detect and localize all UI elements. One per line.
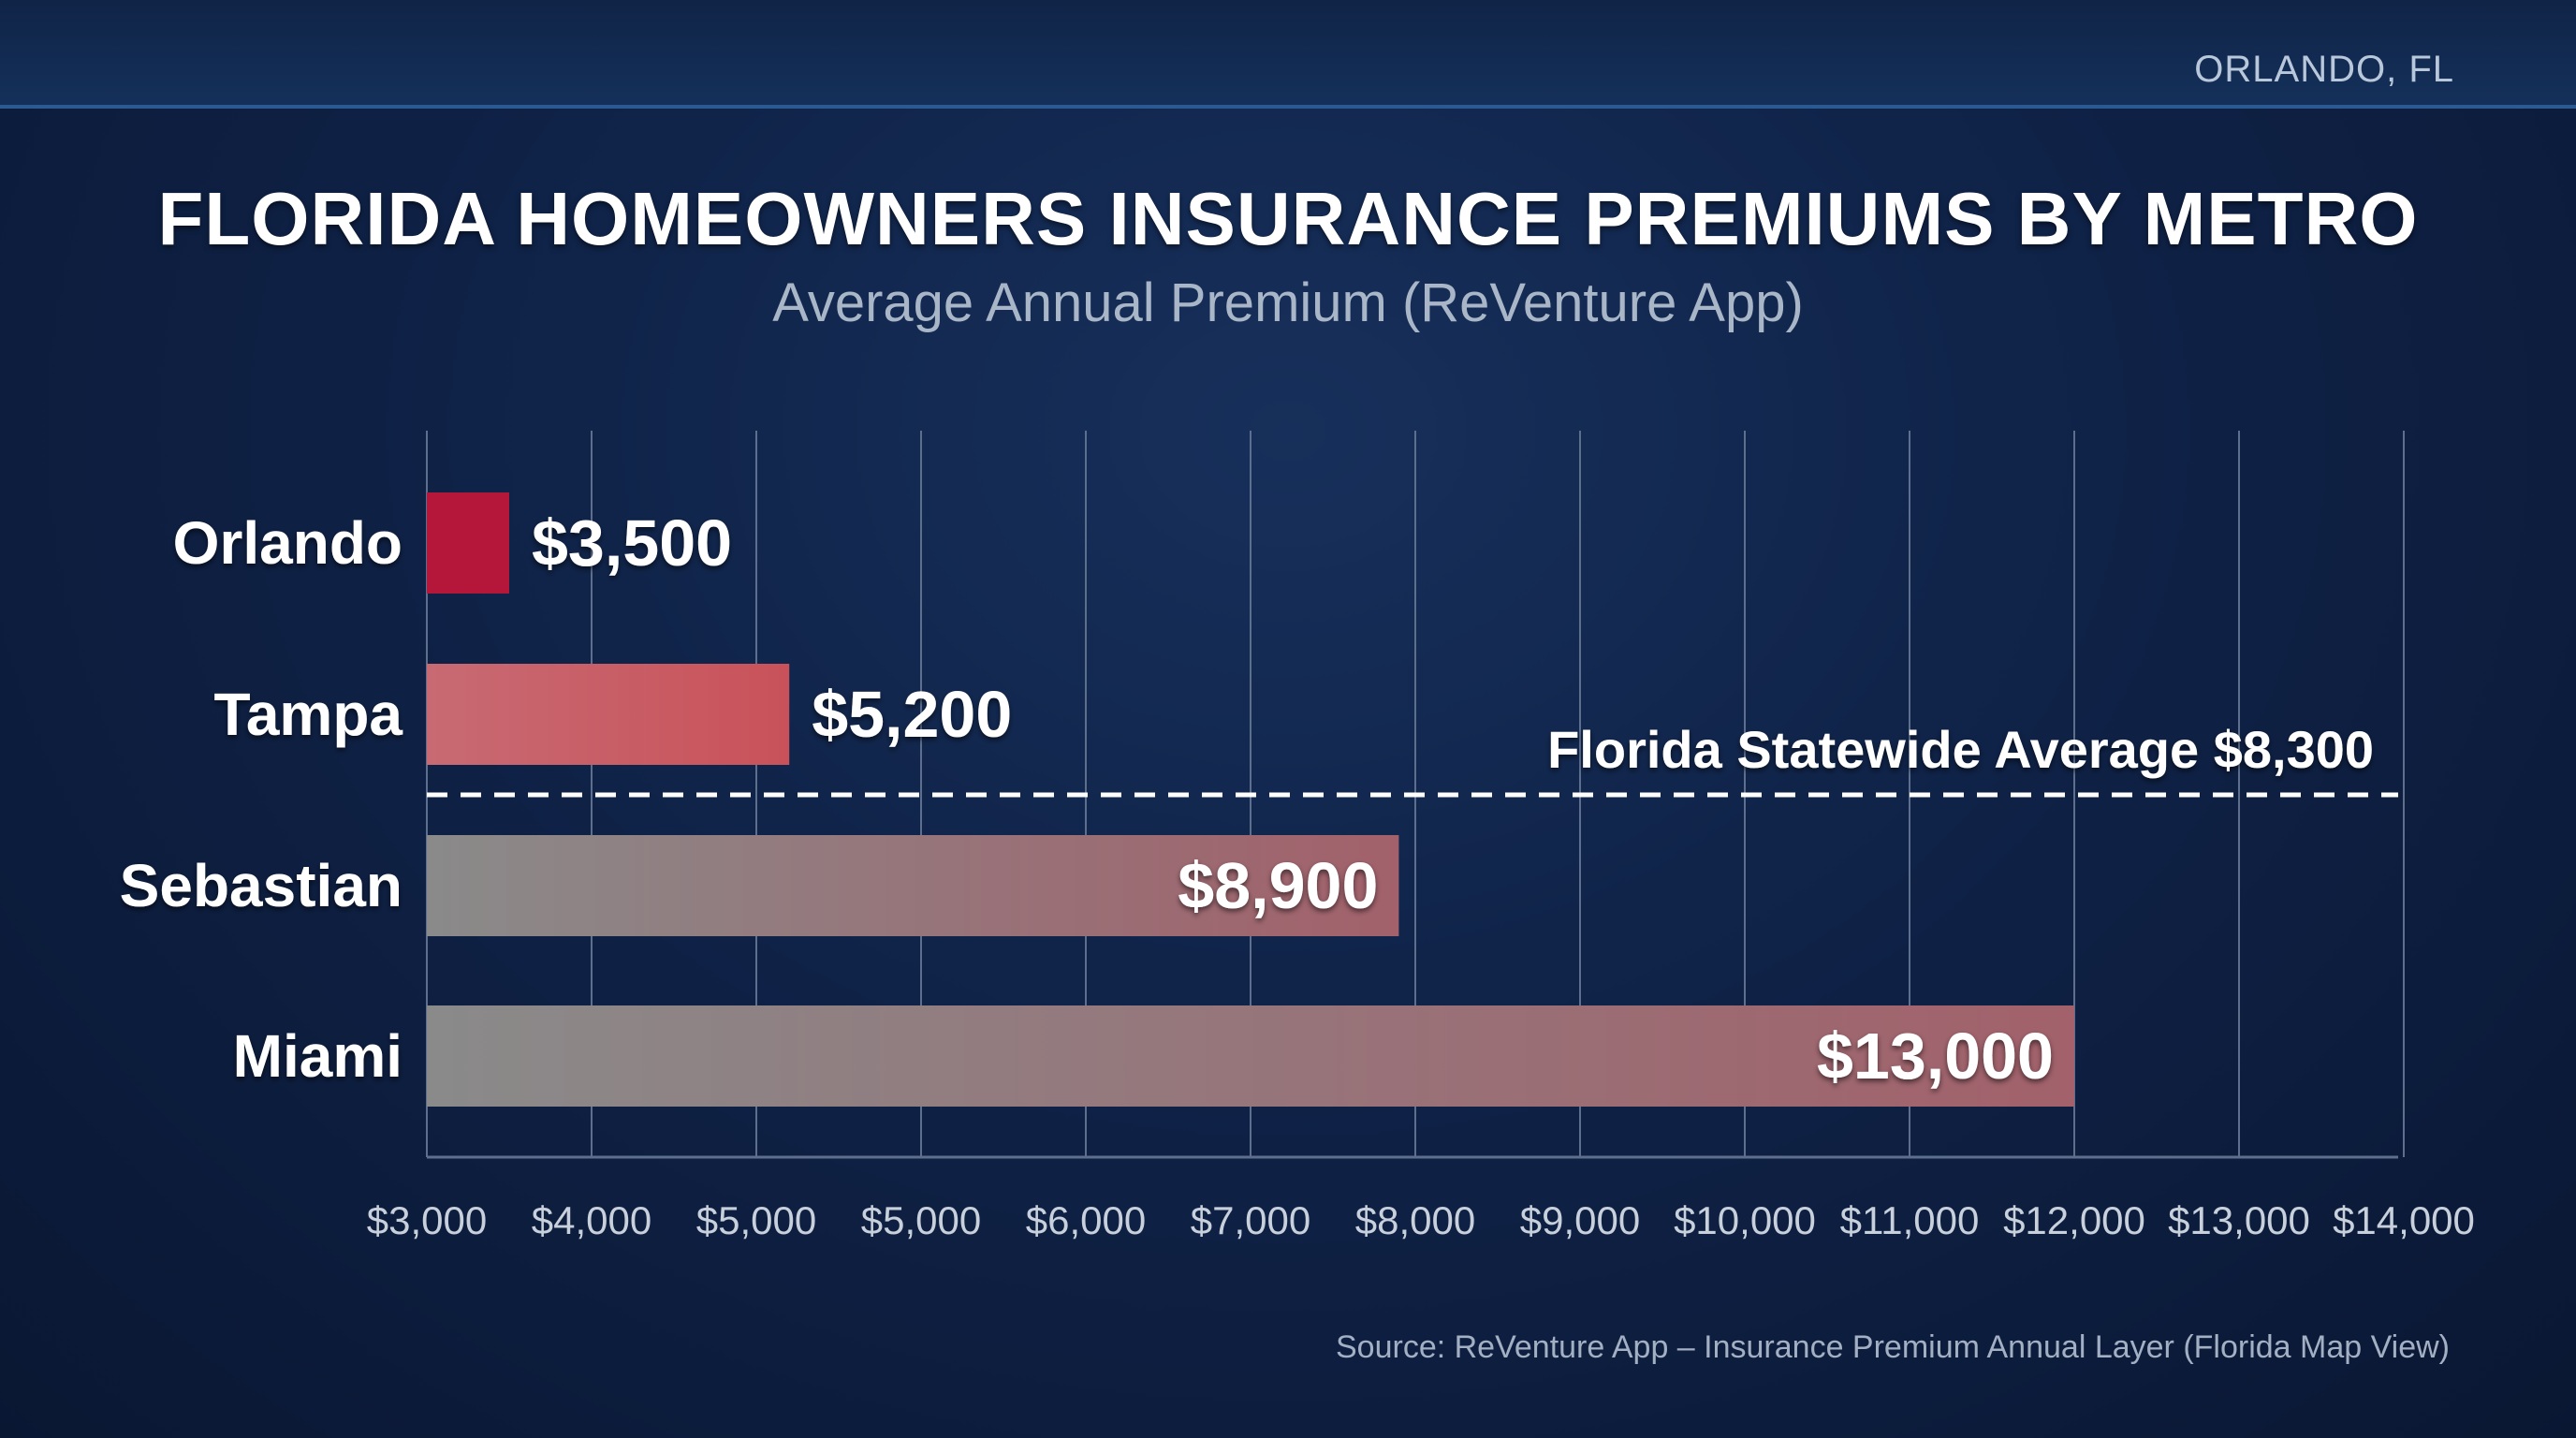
x-tick-label: $9,000 bbox=[1520, 1198, 1640, 1242]
bar-tampa bbox=[427, 664, 790, 765]
bar-miami bbox=[427, 1005, 2074, 1107]
chart-title: FLORIDA HOMEOWNERS INSURANCE PREMIUMS BY… bbox=[157, 177, 2419, 260]
x-tick-label: $3,000 bbox=[367, 1198, 487, 1242]
x-tick-label: $11,000 bbox=[1840, 1198, 1980, 1242]
x-tick-label: $6,000 bbox=[1026, 1198, 1146, 1242]
bar-orlando bbox=[427, 492, 509, 594]
value-label-orlando: $3,500 bbox=[532, 506, 732, 580]
bar-sebastian bbox=[427, 835, 1399, 936]
x-tick-label: $10,000 bbox=[1674, 1198, 1816, 1242]
x-tick-label: $5,000 bbox=[861, 1198, 981, 1242]
x-tick-label: $5,000 bbox=[696, 1198, 816, 1242]
category-label-tampa: Tampa bbox=[213, 681, 402, 748]
value-label-sebastian: $8,900 bbox=[1178, 849, 1378, 922]
x-tick-label: $13,000 bbox=[2168, 1198, 2310, 1242]
statewide-average-label: Florida Statewide Average $8,300 bbox=[1547, 720, 2374, 779]
bar-layer bbox=[427, 492, 2074, 1107]
x-tick-label: $7,000 bbox=[1191, 1198, 1310, 1242]
top-band bbox=[0, 0, 2576, 109]
source-note: Source: ReVenture App – Insurance Premiu… bbox=[1336, 1329, 2450, 1365]
category-label-miami: Miami bbox=[233, 1022, 402, 1090]
x-tick-label: $12,000 bbox=[2003, 1198, 2145, 1242]
x-tick-label: $4,000 bbox=[532, 1198, 651, 1242]
chart-subtitle: Average Annual Premium (ReVenture App) bbox=[772, 272, 1804, 333]
value-label-tampa: $5,200 bbox=[812, 678, 1012, 751]
category-label-sebastian: Sebastian bbox=[120, 852, 402, 919]
label-layer: $3,000 $4,000 $5,000 $5,000 $6,000 $7,000 $8,0… bbox=[120, 506, 2475, 1242]
location-label: ORLANDO, FL bbox=[2194, 49, 2454, 90]
x-tick-label: $8,000 bbox=[1355, 1198, 1475, 1242]
x-tick-label: $14,000 bbox=[2333, 1198, 2475, 1242]
category-label-orlando: Orlando bbox=[173, 509, 402, 577]
value-label-miami: $13,000 bbox=[1817, 1020, 2054, 1093]
